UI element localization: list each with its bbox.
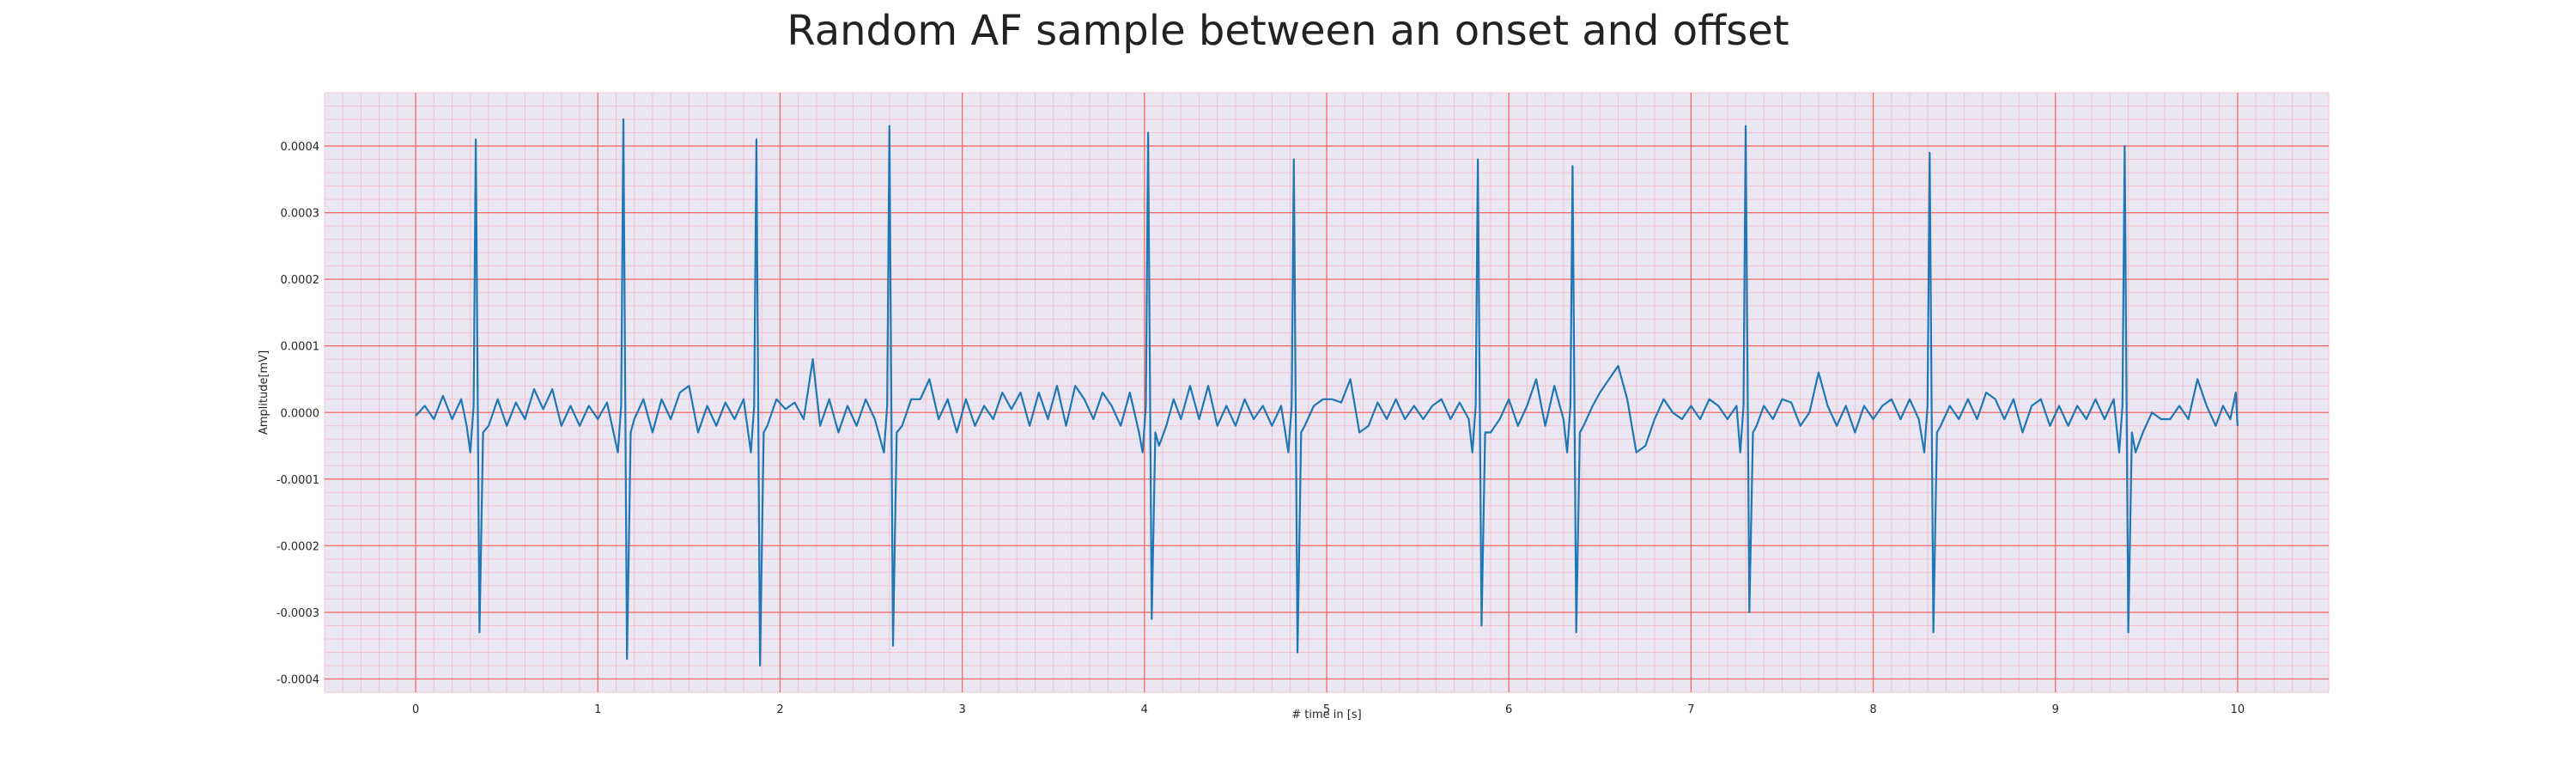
x-tick-label: 1 [594, 703, 601, 716]
y-tick-label: 0.0000 [281, 407, 320, 420]
y-axis-label: Amplitude[mV] [258, 350, 270, 435]
y-tick-label: -0.0003 [276, 607, 319, 620]
x-tick-label: 8 [1869, 703, 1876, 716]
y-tick-label: 0.0004 [281, 141, 320, 154]
x-axis-ticks: 0 1 2 3 4 5 6 7 8 9 10 [412, 703, 2245, 716]
x-tick-label: 0 [412, 703, 419, 716]
x-tick-label: 3 [958, 703, 965, 716]
x-tick-label: 10 [2231, 703, 2245, 716]
x-axis-label: # time in [s] [1291, 709, 1361, 721]
y-tick-label: -0.0004 [276, 673, 319, 686]
x-tick-label: 5 [1323, 703, 1330, 716]
y-tick-label: 0.0003 [281, 208, 320, 221]
y-axis-ticks: -0.0004 -0.0003 -0.0002 -0.0001 0.0000 0.0001… [276, 141, 319, 686]
x-tick-label: 9 [2052, 703, 2059, 716]
major-grid [325, 93, 2329, 692]
x-tick-label: 7 [1687, 703, 1694, 716]
x-tick-label: 2 [776, 703, 783, 716]
y-tick-label: 0.0002 [281, 274, 320, 287]
y-tick-label: -0.0002 [276, 540, 319, 553]
x-tick-label: 4 [1141, 703, 1148, 716]
y-tick-label: 0.0001 [281, 341, 320, 354]
x-tick-label: 6 [1505, 703, 1512, 716]
signal-line [415, 118, 2239, 667]
y-tick-label: -0.0001 [276, 474, 319, 487]
chart-title: Random AF sample between an onset and of… [787, 7, 1789, 55]
